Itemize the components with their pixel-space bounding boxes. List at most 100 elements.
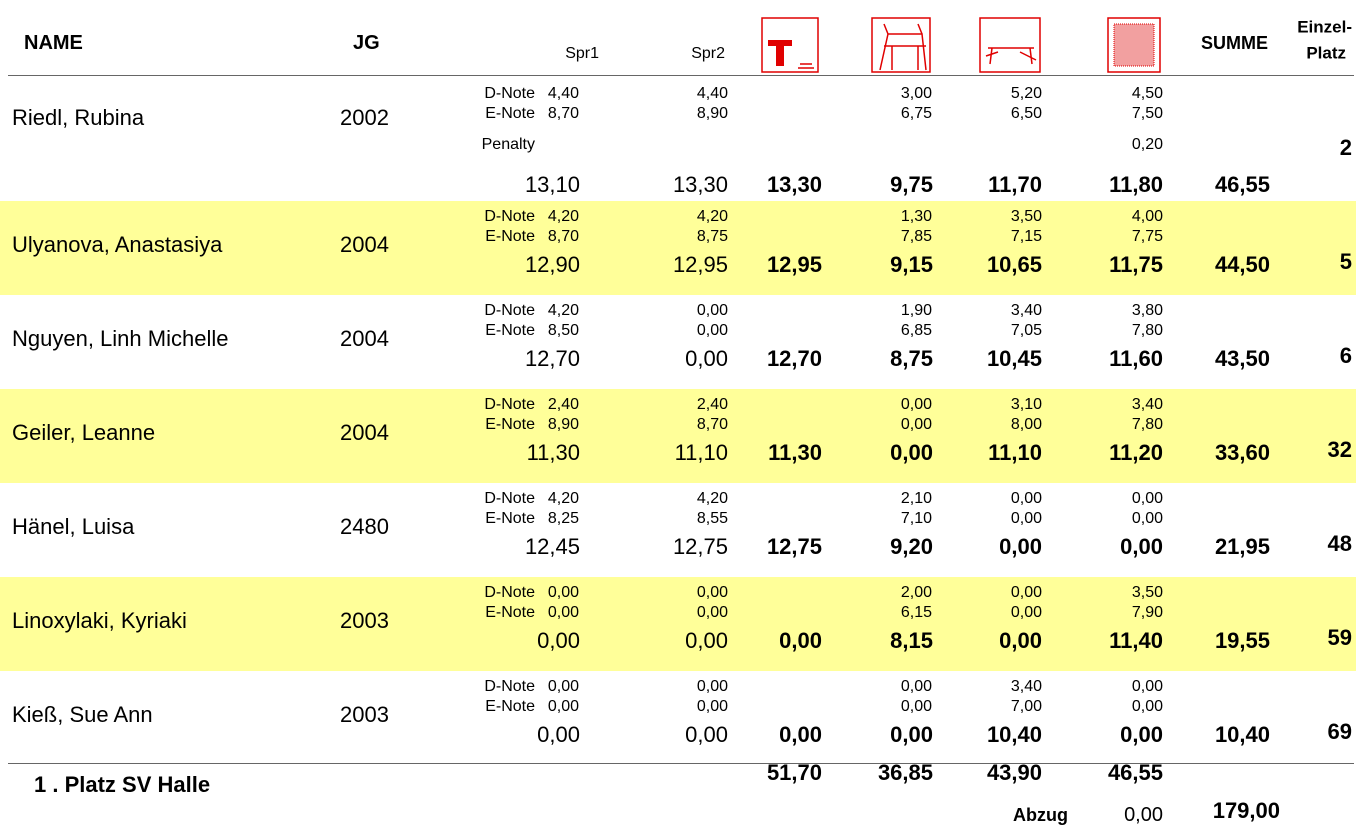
note-value: 7,05 — [1010, 322, 1042, 339]
total-beam: 0,00 — [999, 534, 1042, 559]
note-value: 4,40 — [696, 85, 728, 102]
athlete-name: Riedl, Rubina — [12, 105, 145, 130]
total-beam: 0,00 — [999, 628, 1042, 653]
bars-icon — [871, 17, 931, 73]
note-value: 2,00 — [900, 584, 932, 601]
note-label: D-Note — [484, 396, 535, 413]
note-value: 6,75 — [900, 105, 932, 122]
total-bars: 0,00 — [890, 722, 933, 747]
note-value: 0,00 — [1010, 490, 1042, 507]
total-spr2: 0,00 — [685, 628, 728, 653]
note-value: 7,90 — [1131, 604, 1163, 621]
total-bars: 9,75 — [890, 172, 933, 197]
athlete-jg: 2004 — [340, 326, 389, 351]
athlete-jg: 2480 — [340, 514, 389, 539]
total-floor: 0,00 — [1120, 722, 1163, 747]
note-label: E-Note — [485, 322, 535, 339]
beam-icon — [979, 17, 1041, 73]
note-value: 7,10 — [900, 510, 932, 527]
note-value: 6,85 — [900, 322, 932, 339]
header-jg: JG — [353, 32, 380, 54]
note-label: E-Note — [485, 510, 535, 527]
total-spr1: 12,70 — [524, 346, 580, 371]
total-summe: 46,55 — [1214, 172, 1270, 197]
total-spr2: 12,95 — [672, 252, 728, 277]
note-value: 0,00 — [696, 302, 728, 319]
note-value: 0,00 — [1131, 490, 1163, 507]
athlete-name: Linoxylaki, Kyriaki — [12, 608, 187, 633]
athlete-name: Geiler, Leanne — [12, 420, 156, 445]
total-summe: 10,40 — [1214, 722, 1270, 747]
athlete-jg: 2004 — [340, 420, 389, 445]
note-value: 4,20 — [696, 208, 728, 225]
total-summe: 19,55 — [1214, 628, 1270, 653]
total-floor: 11,60 — [1109, 346, 1163, 371]
row-highlight — [0, 389, 1356, 483]
athlete-place: 69 — [1327, 719, 1352, 744]
note-value: 4,20 — [547, 302, 579, 319]
note-value: 3,40 — [1131, 396, 1163, 413]
note-value: 1,90 — [900, 302, 932, 319]
header-rule — [8, 75, 1354, 76]
note-value: 8,55 — [696, 510, 728, 527]
note-value: 8,90 — [547, 416, 579, 433]
note-value: 8,25 — [547, 510, 579, 527]
note-label: D-Note — [484, 302, 535, 319]
total-bars: 0,00 — [890, 440, 933, 465]
note-value: 3,10 — [1010, 396, 1042, 413]
total-beam: 11,10 — [988, 440, 1042, 465]
note-label: E-Note — [485, 416, 535, 433]
athlete-name: Ulyanova, Anastasiya — [12, 232, 223, 257]
note-value: 7,75 — [1131, 228, 1163, 245]
total-summe: 44,50 — [1214, 252, 1270, 277]
total-vault: 0,00 — [779, 628, 822, 653]
note-value: 5,20 — [1010, 85, 1042, 102]
total-vault: 12,70 — [766, 346, 822, 371]
note-value: 0,00 — [547, 698, 579, 715]
note-value: 8,50 — [547, 322, 579, 339]
athlete-jg: 2002 — [340, 105, 389, 130]
note-value: 0,00 — [1131, 698, 1163, 715]
total-spr2: 11,10 — [674, 440, 728, 465]
note-value: 6,50 — [1010, 105, 1042, 122]
note-value: 8,90 — [696, 105, 728, 122]
note-label: D-Note — [484, 584, 535, 601]
note-value: 7,85 — [900, 228, 932, 245]
note-value: 0,00 — [900, 396, 932, 413]
note-value: 3,40 — [1010, 678, 1042, 695]
footer-rule — [8, 763, 1354, 764]
note-value: 7,80 — [1131, 322, 1163, 339]
note-value: 0,00 — [1131, 678, 1163, 695]
note-value: 4,00 — [1131, 208, 1163, 225]
note-value: 4,20 — [696, 490, 728, 507]
note-label: D-Note — [484, 678, 535, 695]
abzug-label: Abzug — [1013, 805, 1068, 825]
note-value: 0,00 — [696, 584, 728, 601]
total-summe: 21,95 — [1214, 534, 1270, 559]
note-value: 7,15 — [1010, 228, 1042, 245]
note-value: 0,20 — [1131, 136, 1163, 153]
athlete-name: Nguyen, Linh Michelle — [12, 326, 229, 351]
total-bars: 9,20 — [890, 534, 933, 559]
note-value: 2,40 — [547, 396, 579, 413]
note-value: 8,70 — [547, 228, 579, 245]
total-floor: 11,40 — [1109, 628, 1163, 653]
total-summe: 43,50 — [1214, 346, 1270, 371]
note-value: 8,70 — [547, 105, 579, 122]
total-beam: 10,40 — [986, 722, 1042, 747]
total-spr1: 12,90 — [524, 252, 580, 277]
athlete-place: 2 — [1339, 135, 1352, 160]
total-spr1: 0,00 — [537, 628, 580, 653]
row-highlight — [0, 577, 1356, 671]
note-value: 0,00 — [900, 698, 932, 715]
total-vault: 12,95 — [766, 252, 822, 277]
total-spr2: 0,00 — [685, 346, 728, 371]
athlete-place: 5 — [1339, 249, 1352, 274]
header-spr1: Spr1 — [565, 45, 599, 62]
total-bars: 8,15 — [890, 628, 933, 653]
note-value: 2,40 — [696, 396, 728, 413]
note-value: 8,70 — [696, 416, 728, 433]
total-summe: 33,60 — [1214, 440, 1270, 465]
note-label: E-Note — [485, 228, 535, 245]
